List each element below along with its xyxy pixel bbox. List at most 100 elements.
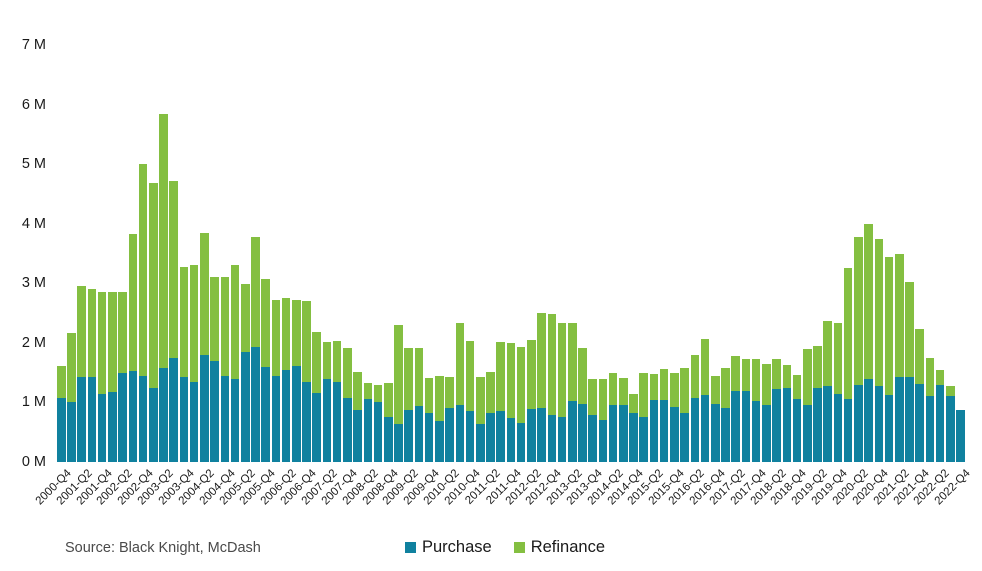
bar-column[interactable] bbox=[711, 45, 720, 462]
bar-column[interactable] bbox=[220, 45, 230, 462]
bar-column[interactable] bbox=[138, 45, 148, 462]
bar-segment-purchase bbox=[751, 400, 761, 462]
bar-column[interactable] bbox=[496, 45, 505, 462]
bar-column[interactable] bbox=[281, 45, 291, 462]
bar-column[interactable] bbox=[884, 45, 894, 462]
bar-column[interactable] bbox=[670, 45, 679, 462]
bar-column[interactable] bbox=[619, 45, 628, 462]
bar-column[interactable] bbox=[956, 45, 965, 462]
bar-column[interactable] bbox=[506, 45, 516, 462]
bar-column[interactable] bbox=[240, 45, 250, 462]
bar-column[interactable] bbox=[87, 45, 97, 462]
bar-column[interactable] bbox=[261, 45, 270, 462]
bar-column[interactable] bbox=[373, 45, 383, 462]
bar-column[interactable] bbox=[200, 45, 209, 462]
bar-column[interactable] bbox=[353, 45, 362, 462]
bar-segment-purchase bbox=[179, 376, 189, 462]
bar-column[interactable] bbox=[67, 45, 76, 462]
bar-column[interactable] bbox=[946, 45, 955, 462]
bar-column[interactable] bbox=[128, 45, 138, 462]
bar-column[interactable] bbox=[516, 45, 526, 462]
legend-item-refinance[interactable]: Refinance bbox=[513, 538, 605, 557]
bar-segment-refinance bbox=[404, 348, 414, 410]
bar-column[interactable] bbox=[210, 45, 219, 462]
bar-segment-purchase bbox=[833, 393, 843, 462]
bar-column[interactable] bbox=[475, 45, 485, 462]
bar-segment-purchase bbox=[455, 404, 465, 462]
bar-column[interactable] bbox=[854, 45, 863, 462]
bar-column[interactable] bbox=[751, 45, 761, 462]
bar-column[interactable] bbox=[118, 45, 127, 462]
bar-column[interactable] bbox=[905, 45, 914, 462]
bar-column[interactable] bbox=[527, 45, 536, 462]
bar-column[interactable] bbox=[802, 45, 812, 462]
bar-segment-purchase bbox=[210, 360, 219, 462]
bar-column[interactable] bbox=[690, 45, 700, 462]
bar-column[interactable] bbox=[823, 45, 832, 462]
bar-column[interactable] bbox=[588, 45, 597, 462]
bar-column[interactable] bbox=[230, 45, 240, 462]
bar-column[interactable] bbox=[322, 45, 332, 462]
bar-column[interactable] bbox=[424, 45, 434, 462]
bar-column[interactable] bbox=[404, 45, 414, 462]
bar-column[interactable] bbox=[557, 45, 567, 462]
bar-column[interactable] bbox=[833, 45, 843, 462]
bar-column[interactable] bbox=[97, 45, 107, 462]
bar-column[interactable] bbox=[782, 45, 792, 462]
bar-column[interactable] bbox=[486, 45, 495, 462]
bar-column[interactable] bbox=[649, 45, 659, 462]
bar-column[interactable] bbox=[343, 45, 352, 462]
bar-column[interactable] bbox=[148, 45, 158, 462]
bar-column[interactable] bbox=[721, 45, 730, 462]
bar-column[interactable] bbox=[864, 45, 873, 462]
bar-column[interactable] bbox=[894, 45, 904, 462]
bar-column[interactable] bbox=[332, 45, 342, 462]
bar-column[interactable] bbox=[935, 45, 945, 462]
bar-segment-refinance bbox=[649, 374, 659, 401]
bar-column[interactable] bbox=[108, 45, 117, 462]
bar-column[interactable] bbox=[629, 45, 638, 462]
bar-column[interactable] bbox=[169, 45, 178, 462]
bar-column[interactable] bbox=[179, 45, 189, 462]
bar-column[interactable] bbox=[77, 45, 87, 462]
bar-segment-purchase bbox=[475, 423, 485, 462]
bar-column[interactable] bbox=[659, 45, 669, 462]
bar-column[interactable] bbox=[567, 45, 577, 462]
bar-column[interactable] bbox=[608, 45, 618, 462]
bar-column[interactable] bbox=[57, 45, 66, 462]
bar-column[interactable] bbox=[700, 45, 710, 462]
bar-column[interactable] bbox=[792, 45, 802, 462]
bar-column[interactable] bbox=[465, 45, 475, 462]
bar-column[interactable] bbox=[680, 45, 689, 462]
bar-column[interactable] bbox=[271, 45, 281, 462]
bar-column[interactable] bbox=[189, 45, 199, 462]
bar-column[interactable] bbox=[394, 45, 403, 462]
bar-column[interactable] bbox=[414, 45, 424, 462]
bar-segment-refinance bbox=[619, 378, 628, 405]
bar-column[interactable] bbox=[598, 45, 608, 462]
bar-column[interactable] bbox=[843, 45, 853, 462]
legend-item-purchase[interactable]: Purchase bbox=[405, 538, 492, 557]
bar-column[interactable] bbox=[813, 45, 822, 462]
bar-column[interactable] bbox=[874, 45, 884, 462]
bar-column[interactable] bbox=[312, 45, 322, 462]
bar-column[interactable] bbox=[925, 45, 935, 462]
bar-column[interactable] bbox=[731, 45, 741, 462]
bar-column[interactable] bbox=[455, 45, 465, 462]
bar-column[interactable] bbox=[302, 45, 311, 462]
bar-column[interactable] bbox=[251, 45, 260, 462]
bar-column[interactable] bbox=[159, 45, 168, 462]
bar-column[interactable] bbox=[292, 45, 301, 462]
bar-column[interactable] bbox=[537, 45, 546, 462]
bar-column[interactable] bbox=[639, 45, 649, 462]
bar-column[interactable] bbox=[762, 45, 771, 462]
bar-column[interactable] bbox=[915, 45, 924, 462]
bar-column[interactable] bbox=[363, 45, 373, 462]
bar-column[interactable] bbox=[445, 45, 454, 462]
bar-column[interactable] bbox=[384, 45, 393, 462]
bar-column[interactable] bbox=[435, 45, 444, 462]
bar-column[interactable] bbox=[741, 45, 751, 462]
bar-column[interactable] bbox=[547, 45, 557, 462]
bar-column[interactable] bbox=[578, 45, 587, 462]
bar-column[interactable] bbox=[772, 45, 781, 462]
